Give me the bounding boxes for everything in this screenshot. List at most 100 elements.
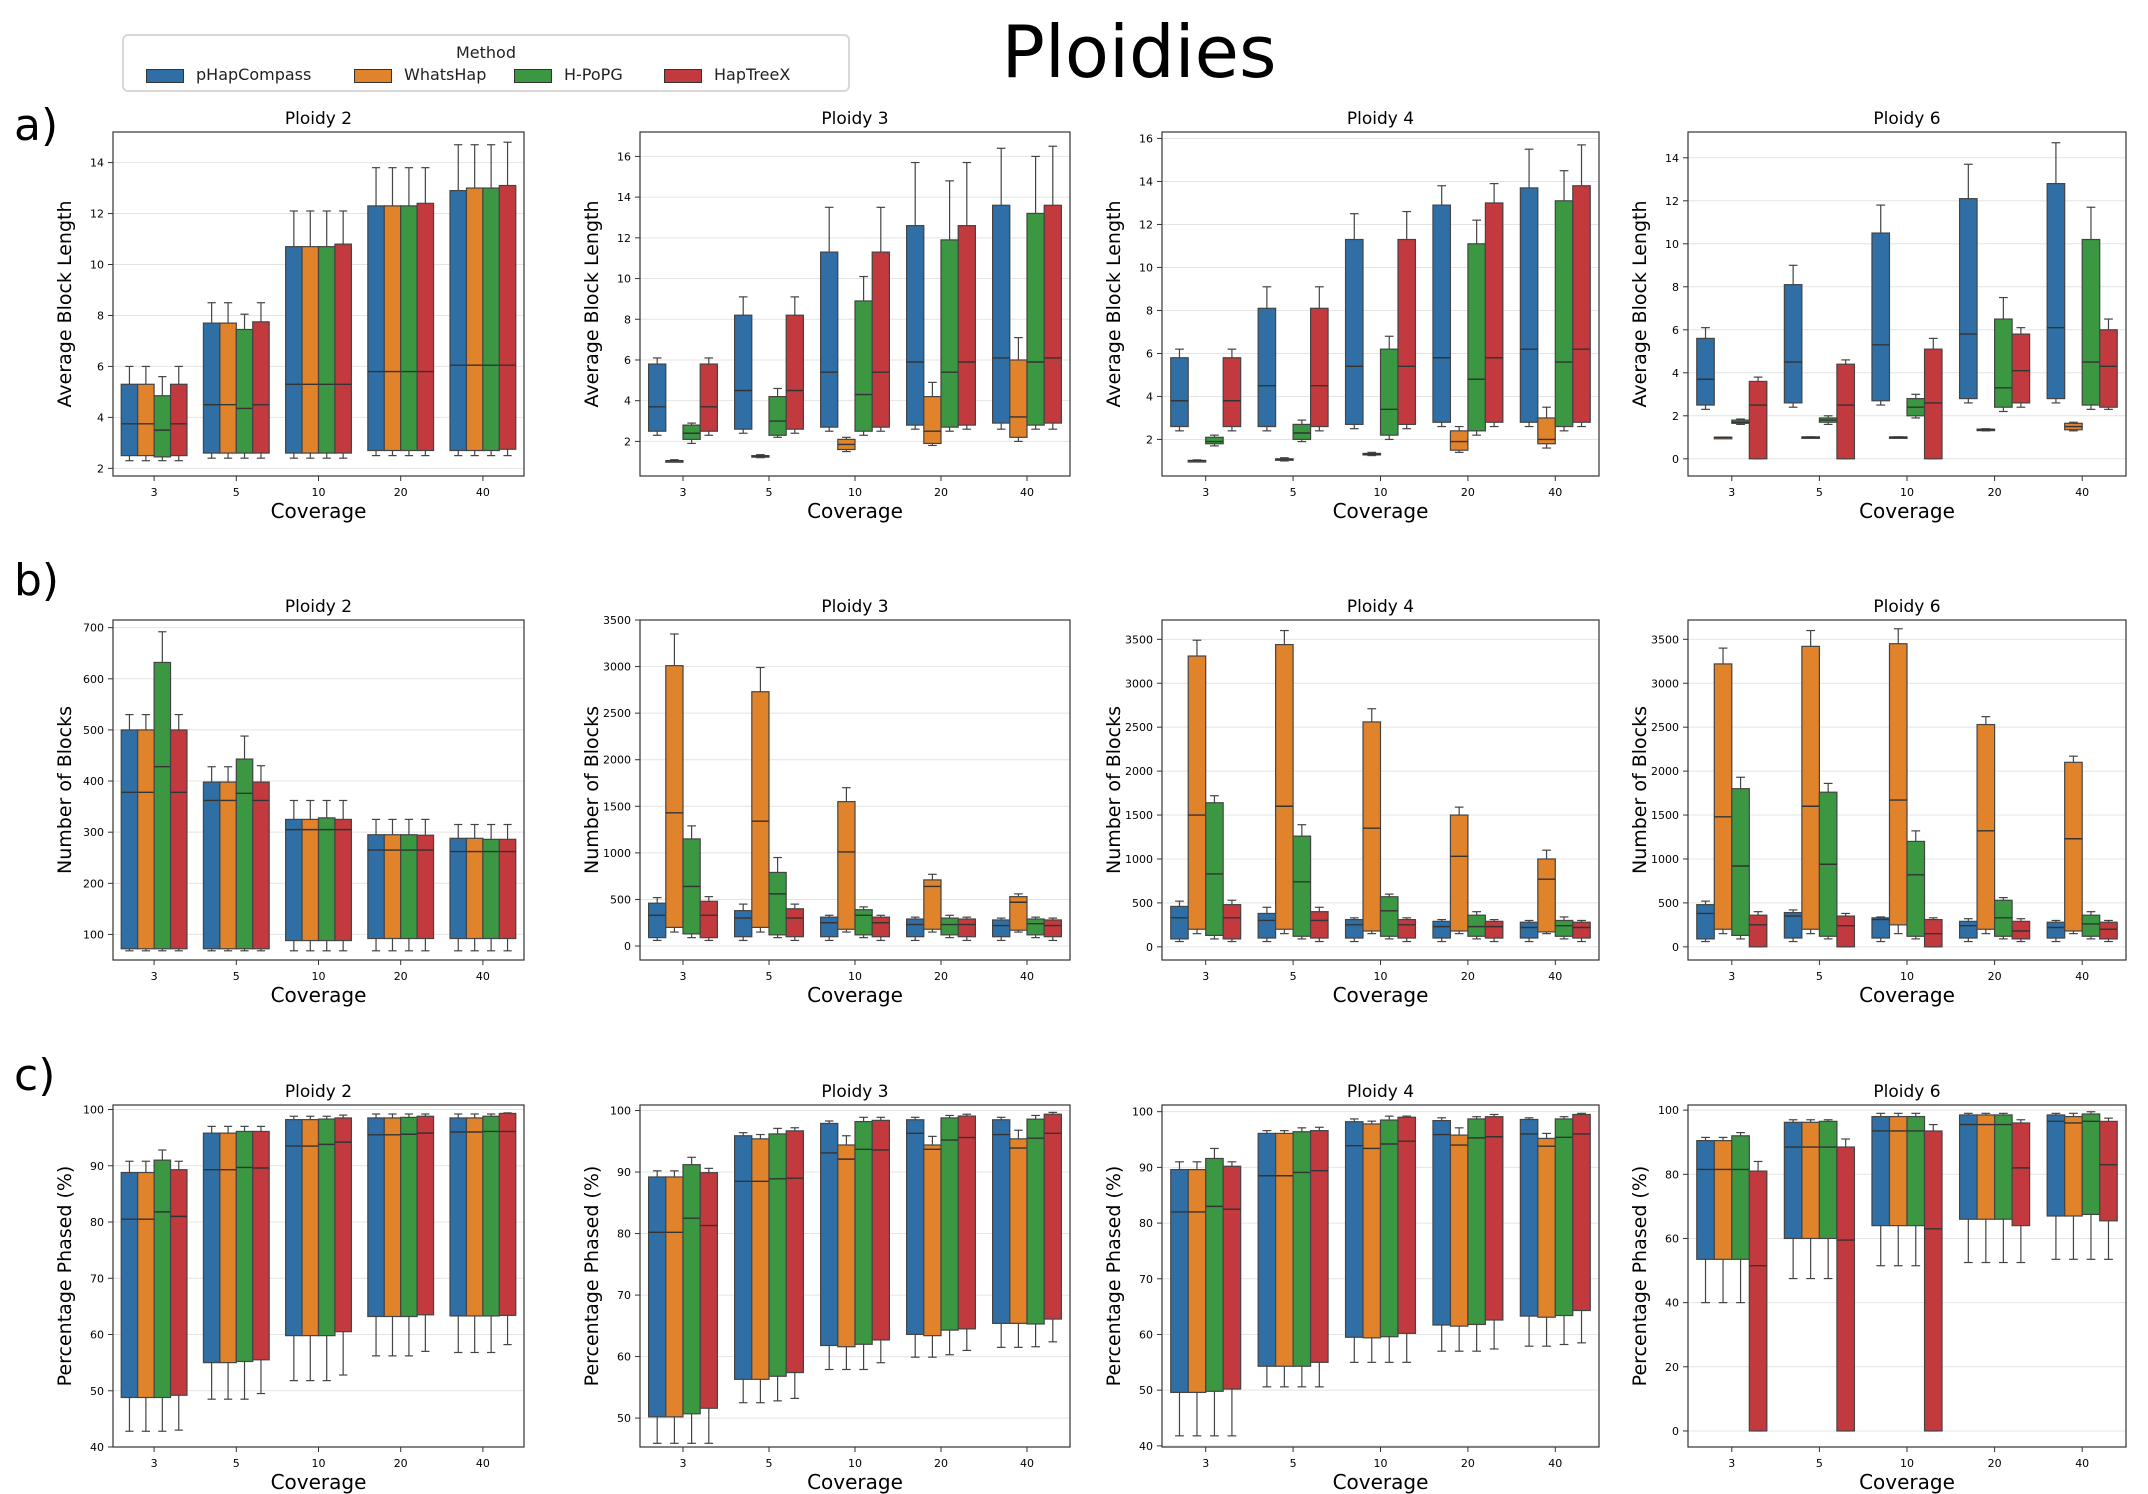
- box-phapcompass: [991, 919, 1011, 938]
- legend-label: pHapCompass: [196, 65, 312, 84]
- box-haptreex: [334, 243, 352, 454]
- y-axis-label: Percentage Phased (%): [1629, 1166, 1651, 1387]
- plot-area: [1687, 619, 2127, 961]
- y-tick-label: 40: [90, 1441, 104, 1454]
- y-tick-label: 100: [83, 928, 104, 941]
- x-tick-label: 40: [1548, 486, 1562, 499]
- legend-item-haptreex: HapTreeX: [664, 65, 790, 84]
- x-tick-label: 20: [1461, 1457, 1475, 1470]
- box-phapcompass: [1871, 232, 1891, 402]
- y-axis-label: Average Block Length: [1629, 200, 1651, 407]
- box-haptreex: [785, 908, 805, 938]
- box-phapcompass: [1871, 1115, 1891, 1227]
- box-phapcompass: [2046, 1114, 2066, 1217]
- box-haptreex: [169, 729, 188, 950]
- y-axis-label: Percentage Phased (%): [54, 1166, 76, 1387]
- box-phapcompass: [120, 729, 139, 950]
- box-whatshap: [465, 837, 484, 940]
- y-tick-label: 500: [610, 893, 631, 906]
- panel-title: Ploidy 4: [1347, 109, 1414, 129]
- box-phapcompass: [819, 1122, 839, 1347]
- box-haptreex: [2011, 920, 2031, 940]
- box-haptreex: [957, 225, 977, 426]
- y-axis-label: Number of Blocks: [581, 706, 603, 874]
- box-haptreex: [498, 838, 517, 940]
- box-h-popg: [1467, 243, 1486, 432]
- y-axis-label: Average Block Length: [54, 200, 76, 407]
- x-tick-label: 10: [848, 1457, 862, 1470]
- x-tick-label: 10: [1374, 970, 1388, 983]
- box-h-popg: [2081, 238, 2101, 406]
- box-phapcompass: [1783, 1121, 1803, 1240]
- y-tick-label: 0: [624, 940, 631, 953]
- box-whatshap: [1009, 359, 1028, 438]
- box-phapcompass: [1432, 204, 1452, 423]
- box-h-popg: [1205, 802, 1224, 937]
- x-tick-label: 3: [1202, 486, 1209, 499]
- y-tick-label: 40: [1665, 1297, 1679, 1310]
- box-phapcompass: [1344, 238, 1364, 425]
- x-axis-label: Coverage: [271, 983, 367, 1007]
- box-h-popg: [153, 1159, 172, 1399]
- box-phapcompass: [367, 205, 385, 452]
- y-tick-label: 3000: [603, 661, 631, 674]
- x-tick-label: 10: [1374, 486, 1388, 499]
- box-phapcompass: [905, 1119, 925, 1336]
- box-phapcompass: [1170, 905, 1189, 940]
- y-tick-label: 3000: [1651, 677, 1679, 690]
- x-tick-label: 40: [1020, 1457, 1034, 1470]
- y-tick-label: 1500: [603, 800, 631, 813]
- legend-swatch-haptreex: [664, 68, 702, 83]
- x-axis-label: Coverage: [1333, 983, 1429, 1007]
- y-tick-label: 6: [97, 360, 104, 373]
- box-whatshap: [665, 1176, 684, 1418]
- box-haptreex: [334, 1117, 352, 1333]
- box-haptreex: [1748, 914, 1768, 948]
- box-h-popg: [1906, 1115, 1926, 1227]
- box-whatshap: [1537, 1137, 1556, 1318]
- y-tick-label: 4: [624, 395, 631, 408]
- box-haptreex: [498, 1112, 517, 1316]
- x-axis-label: Coverage: [1859, 983, 1955, 1007]
- y-tick-label: 6: [1146, 347, 1153, 360]
- box-haptreex: [169, 1169, 188, 1396]
- x-tick-label: 20: [1988, 1457, 2002, 1470]
- box-haptreex: [1043, 204, 1062, 424]
- box-h-popg: [1993, 1114, 2013, 1220]
- box-h-popg: [1026, 1118, 1045, 1325]
- y-tick-label: 1000: [1651, 853, 1679, 866]
- box-whatshap: [1713, 1140, 1733, 1260]
- box-h-popg: [854, 1121, 873, 1345]
- box-phapcompass: [1432, 1119, 1452, 1326]
- plot-area: [1161, 1104, 1600, 1448]
- box-haptreex: [1923, 348, 1943, 460]
- box-haptreex: [1309, 307, 1329, 428]
- box-phapcompass: [1519, 1118, 1539, 1317]
- x-tick-label: 3: [680, 970, 687, 983]
- x-tick-label: 5: [1816, 970, 1823, 983]
- panel-title: Ploidy 3: [821, 109, 888, 129]
- box-whatshap: [2064, 1115, 2083, 1217]
- y-tick-label: 50: [90, 1385, 104, 1398]
- box-haptreex: [1309, 1130, 1329, 1363]
- y-tick-label: 2: [1672, 410, 1679, 423]
- x-tick-label: 40: [476, 970, 490, 983]
- box-haptreex: [1748, 380, 1768, 460]
- box-h-popg: [153, 395, 172, 458]
- x-tick-label: 20: [934, 1457, 948, 1470]
- box-whatshap: [837, 1144, 856, 1348]
- y-tick-label: 70: [1139, 1273, 1153, 1286]
- box-phapcompass: [285, 1119, 303, 1337]
- y-tick-label: 2500: [1651, 721, 1679, 734]
- box-whatshap: [1187, 1169, 1207, 1394]
- box-haptreex: [699, 900, 719, 939]
- box-whatshap: [465, 1117, 484, 1317]
- x-axis-label: Coverage: [1859, 499, 1955, 523]
- y-tick-label: 0: [1672, 1425, 1679, 1438]
- x-tick-label: 5: [1290, 486, 1297, 499]
- box-h-popg: [940, 239, 959, 428]
- box-phapcompass: [202, 781, 221, 950]
- box-haptreex: [1484, 1116, 1504, 1321]
- box-h-popg: [317, 817, 336, 942]
- x-tick-label: 20: [394, 970, 408, 983]
